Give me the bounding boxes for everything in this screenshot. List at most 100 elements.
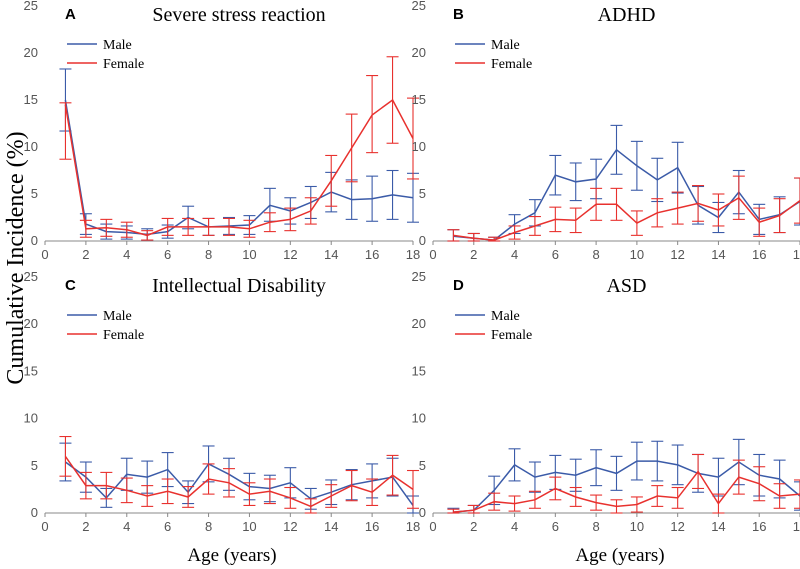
- x-tick-label: 8: [592, 519, 599, 534]
- y-tick-label: 10: [412, 411, 426, 426]
- series-line-female: [64, 98, 414, 237]
- legend-label-male: Male: [491, 309, 520, 324]
- x-tick-label: 0: [429, 247, 436, 262]
- x-tick-label: 2: [82, 519, 89, 534]
- series-male: [447, 438, 800, 514]
- y-tick-label: 5: [419, 458, 426, 473]
- x-tick-label: 6: [164, 247, 171, 262]
- series-line-female: [453, 470, 800, 513]
- series-line-male: [64, 461, 414, 506]
- y-tick-label: 25: [412, 269, 426, 284]
- y-tick-label: 20: [412, 316, 426, 331]
- panel-b: 0 5 10 15 20 25 0 2 4 6 8 10 12 14 16 18 B ADHD Male Female: [412, 0, 800, 262]
- x-axis-label-left: Age (years): [187, 545, 276, 566]
- x-tick-label: 6: [552, 247, 559, 262]
- x-tick-label: 6: [552, 519, 559, 534]
- series-female: [447, 175, 800, 242]
- x-tick-label: 4: [511, 247, 518, 262]
- panel-letter: D: [453, 277, 464, 294]
- y-tick-label: 25: [24, 269, 38, 284]
- y-tick-label: 0: [31, 233, 38, 248]
- y-tick-label: 10: [24, 411, 38, 426]
- x-tick-label: 10: [630, 247, 644, 262]
- x-tick-label: 18: [793, 247, 800, 262]
- panel-c: 0 5 10 15 20 25 0 2 4 6 8 10 12 14 16 18 C Intellectual D…: [24, 269, 421, 534]
- y-tick-label: 10: [24, 139, 38, 154]
- legend-label-female: Female: [491, 57, 532, 72]
- x-tick-label: 6: [164, 519, 171, 534]
- x-tick-label: 4: [511, 519, 518, 534]
- series-line-male: [453, 148, 800, 241]
- y-tick-label: 5: [31, 458, 38, 473]
- panel-d: 0 5 10 15 20 25 0 2 4 6 8 10 12 14 16 18 D ASD Male Female: [412, 269, 800, 534]
- x-tick-label: 0: [429, 519, 436, 534]
- x-tick-label: 14: [711, 519, 725, 534]
- y-tick-label: 20: [412, 45, 426, 60]
- panel-letter: A: [65, 6, 76, 23]
- x-tick-label: 12: [283, 519, 297, 534]
- x-tick-label: 18: [406, 519, 420, 534]
- x-tick-label: 8: [592, 247, 599, 262]
- y-tick-label: 15: [24, 92, 38, 107]
- y-tick-label: 20: [24, 316, 38, 331]
- series-female: [59, 435, 419, 514]
- series-line-female: [64, 455, 414, 508]
- x-tick-label: 10: [242, 519, 256, 534]
- y-tick-label: 10: [412, 139, 426, 154]
- series-male: [59, 442, 419, 514]
- x-tick-label: 2: [470, 247, 477, 262]
- panel-title: ASD: [606, 275, 646, 297]
- panel-title: ADHD: [598, 4, 656, 26]
- y-axis-label: Cumulative Incidence (%): [3, 131, 29, 384]
- panel-letter: C: [65, 277, 76, 294]
- x-tick-label: 12: [670, 247, 684, 262]
- x-tick-label: 2: [82, 247, 89, 262]
- series-line-female: [453, 196, 800, 241]
- legend-label-male: Male: [103, 309, 132, 324]
- y-tick-label: 15: [24, 363, 38, 378]
- series-female: [59, 56, 419, 241]
- panel-a: 0 5 10 15 20 25 0 2 4 6 8 10 12 14 16 18 A Severe stress …: [24, 0, 421, 262]
- legend-label-female: Female: [103, 57, 144, 72]
- series-line-male: [453, 460, 800, 513]
- legend-label-male: Male: [103, 38, 132, 53]
- x-tick-label: 4: [123, 519, 130, 534]
- y-tick-label: 5: [31, 186, 38, 201]
- y-tick-label: 25: [24, 0, 38, 13]
- x-tick-label: 0: [41, 519, 48, 534]
- x-tick-label: 14: [711, 247, 725, 262]
- x-tick-label: 8: [205, 519, 212, 534]
- series-line-male: [64, 99, 414, 236]
- y-tick-label: 15: [412, 92, 426, 107]
- y-tick-label: 0: [419, 233, 426, 248]
- x-tick-label: 16: [752, 519, 766, 534]
- x-tick-label: 4: [123, 247, 130, 262]
- y-tick-label: 5: [419, 186, 426, 201]
- series-male: [447, 124, 800, 242]
- x-tick-label: 10: [630, 519, 644, 534]
- x-tick-label: 14: [324, 519, 338, 534]
- y-tick-label: 0: [31, 505, 38, 520]
- legend-label-female: Female: [491, 328, 532, 343]
- x-tick-label: 12: [283, 247, 297, 262]
- x-tick-label: 18: [406, 247, 420, 262]
- x-tick-label: 12: [670, 519, 684, 534]
- x-axis-label-right: Age (years): [575, 545, 664, 566]
- x-tick-label: 10: [242, 247, 256, 262]
- series-female: [447, 453, 800, 514]
- series-male: [59, 68, 419, 241]
- panel-title: Intellectual Disability: [152, 275, 326, 297]
- x-tick-label: 16: [365, 519, 379, 534]
- y-tick-label: 20: [24, 45, 38, 60]
- x-tick-label: 2: [470, 519, 477, 534]
- legend-label-female: Female: [103, 328, 144, 343]
- x-tick-label: 14: [324, 247, 338, 262]
- x-tick-label: 16: [752, 247, 766, 262]
- y-tick-label: 25: [412, 0, 426, 13]
- x-tick-label: 18: [793, 519, 800, 534]
- x-tick-label: 8: [205, 247, 212, 262]
- y-tick-label: 15: [412, 363, 426, 378]
- y-tick-label: 0: [419, 505, 426, 520]
- x-tick-label: 16: [365, 247, 379, 262]
